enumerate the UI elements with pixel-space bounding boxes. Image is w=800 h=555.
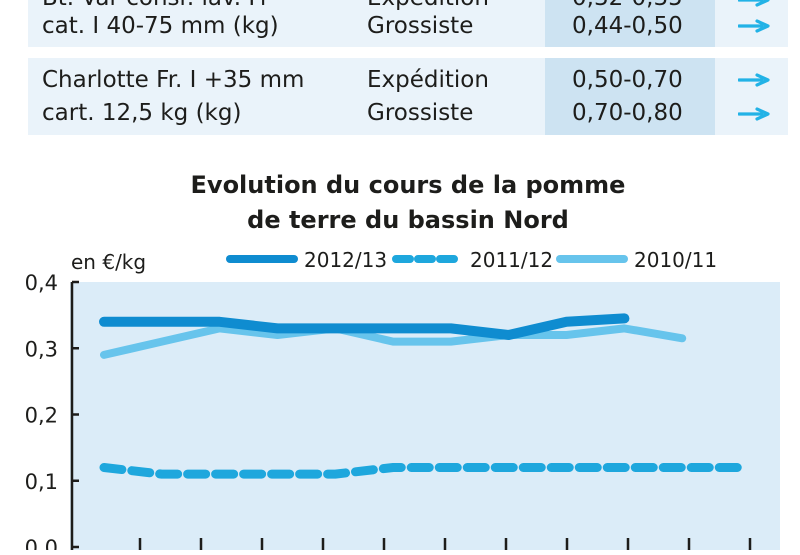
chart-title: de terre du bassin Nord: [247, 206, 569, 234]
price-value: 0,44-0,50: [572, 13, 683, 39]
product-line: cat. I 40-75 mm (kg): [42, 13, 279, 39]
chart-card: Evolution du cours de la pomme de terre …: [8, 155, 800, 555]
y-axis-ticks: 0,4 0,3 0,2 0,1 0,0: [25, 271, 79, 550]
y-tick-label: 0,1: [25, 470, 58, 494]
x-axis-ticks: [138, 538, 752, 550]
product-line: Bt. Var consr. lav. Fr: [42, 0, 269, 14]
stage-label: Expédition: [367, 0, 489, 14]
legend-label: 2010/11: [634, 248, 717, 272]
arrow-right-icon: [738, 73, 770, 87]
price-value: 0,32-0,35: [572, 0, 683, 14]
series-lines: [99, 313, 745, 479]
price-value: 0,50-0,70: [572, 67, 683, 93]
stage-label: Grossiste: [367, 13, 474, 39]
arrow-right-icon: [738, 19, 770, 33]
y-tick-label: 0,4: [25, 271, 58, 295]
legend-label: 2011/12: [470, 248, 553, 272]
stage-label: Grossiste: [367, 100, 474, 126]
price-column-band: [545, 0, 715, 135]
y-axis-unit-label: en €/kg: [71, 250, 146, 274]
series-line-2010-11: [100, 324, 687, 359]
y-tick-label: 0,0: [25, 536, 58, 550]
price-table: Bt. Var consr. lav. Fr cat. I 40-75 mm (…: [28, 0, 788, 135]
arrow-right-icon: [738, 0, 770, 7]
y-tick-label: 0,2: [25, 404, 58, 428]
chart-legend: 2012/13 2011/12 2010/11: [226, 248, 717, 272]
series-line-2011-12: [99, 463, 745, 479]
product-line: cart. 12,5 kg (kg): [42, 100, 242, 126]
price-value: 0,70-0,80: [572, 100, 683, 126]
series-line-2012-13: [99, 313, 630, 340]
row-divider: [28, 47, 788, 58]
legend-label: 2012/13: [304, 248, 387, 272]
chart-title: Evolution du cours de la pomme: [191, 171, 626, 199]
product-line: Charlotte Fr. I +35 mm: [42, 67, 305, 93]
stage-label: Expédition: [367, 67, 489, 93]
y-tick-label: 0,3: [25, 337, 58, 361]
line-chart: Evolution du cours de la pomme de terre …: [25, 171, 780, 550]
arrow-right-icon: [738, 107, 770, 121]
